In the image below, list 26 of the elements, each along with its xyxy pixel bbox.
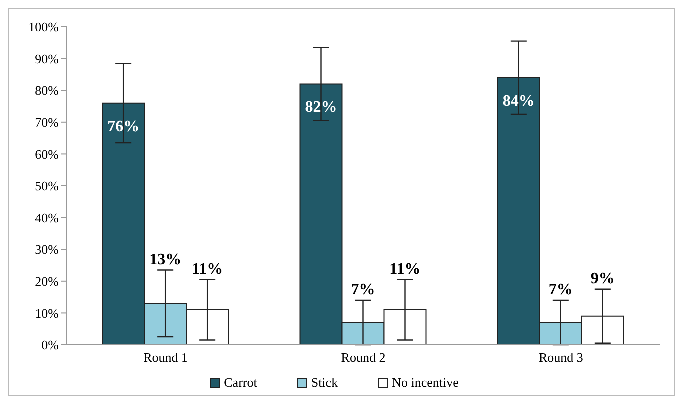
- y-tick-label: 0%: [42, 338, 60, 353]
- y-tick-label: 50%: [35, 178, 60, 194]
- legend-label: Stick: [311, 375, 338, 391]
- legend-label: Carrot: [224, 375, 258, 391]
- y-tick-label: 10%: [35, 306, 60, 321]
- legend-label: No incentive: [392, 375, 459, 391]
- x-tick-label: Round 3: [538, 350, 584, 366]
- data-label: 7%: [351, 281, 376, 298]
- y-tick-label: 80%: [35, 83, 60, 98]
- y-tick-label: 60%: [35, 146, 60, 162]
- y-tick-label: 90%: [35, 51, 60, 66]
- x-tick-label: Round 2: [341, 350, 386, 366]
- y-tick-label: 20%: [35, 274, 60, 290]
- data-label: 9%: [590, 270, 615, 288]
- y-tick-label: 70%: [35, 115, 60, 130]
- y-tick-label: 30%: [35, 242, 60, 258]
- data-label: 11%: [192, 260, 224, 278]
- data-label: 13%: [150, 251, 182, 268]
- x-tick-label: Round 1: [144, 350, 188, 366]
- y-tick-label: 100%: [28, 20, 60, 35]
- data-label: 76%: [108, 118, 140, 136]
- data-label: 82%: [305, 99, 338, 116]
- data-label: 11%: [390, 260, 421, 278]
- data-label: 7%: [548, 281, 573, 298]
- data-label: 84%: [502, 92, 535, 110]
- y-tick-label: 40%: [35, 210, 60, 226]
